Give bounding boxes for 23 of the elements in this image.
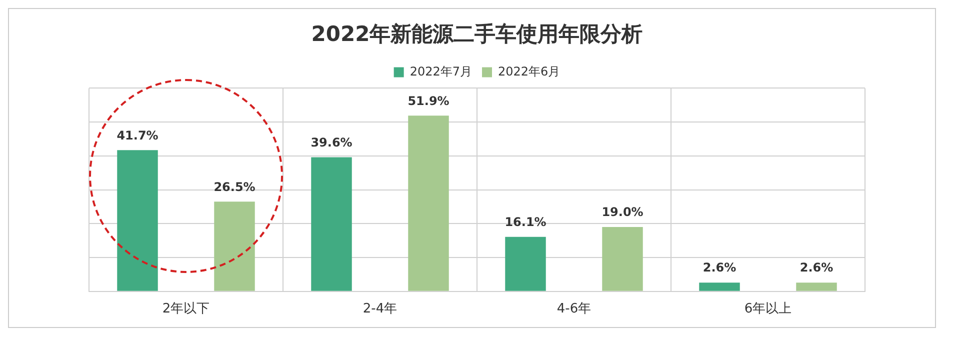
bar xyxy=(408,116,449,291)
x-tick-label: 4-6年 xyxy=(556,302,592,317)
data-label: 19.0% xyxy=(602,205,644,220)
bar xyxy=(311,157,352,291)
bar xyxy=(699,282,740,291)
chart-title: 2022年新能源二手车使用年限分析 xyxy=(311,22,643,46)
data-label: 51.9% xyxy=(408,94,450,108)
data-label: 2.6% xyxy=(800,260,834,275)
data-label: 2.6% xyxy=(702,260,736,275)
x-tick-label: 2年以下 xyxy=(162,302,210,317)
legend-label: 2022年7月 xyxy=(410,64,472,78)
bar xyxy=(214,202,255,291)
x-tick-label: 6年以上 xyxy=(744,302,792,317)
data-label: 26.5% xyxy=(214,180,256,194)
bar xyxy=(796,282,837,291)
legend-label: 2022年6月 xyxy=(498,64,560,78)
bar xyxy=(117,150,158,291)
data-label: 39.6% xyxy=(310,135,352,150)
bar xyxy=(505,236,546,291)
bar xyxy=(602,227,643,291)
data-label: 41.7% xyxy=(116,128,158,142)
data-label: 16.1% xyxy=(504,215,546,229)
x-tick-label: 2-4年 xyxy=(362,302,398,317)
